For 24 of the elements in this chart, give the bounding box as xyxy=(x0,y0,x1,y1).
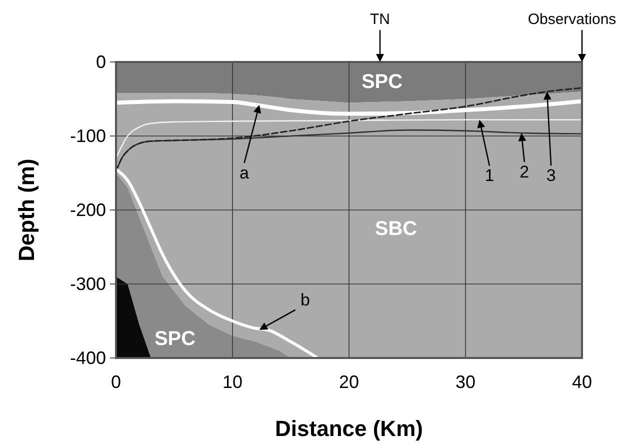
annotation: b xyxy=(300,290,310,310)
x-tick-label: 20 xyxy=(338,372,360,392)
x-tick-label: 40 xyxy=(572,372,592,392)
text: TN xyxy=(370,11,390,28)
y-tick-label: 0 xyxy=(96,52,106,72)
y-tick-label: -400 xyxy=(70,348,106,368)
y-tick-label: -200 xyxy=(70,200,106,220)
annotation: 2 xyxy=(520,162,530,182)
annotation: SBC xyxy=(374,218,418,240)
annotation: 1 xyxy=(484,166,494,186)
annotation: SPC xyxy=(361,71,403,93)
y-tick-label: -100 xyxy=(70,126,106,146)
line-series xyxy=(116,168,320,358)
y-tick-label: -300 xyxy=(70,274,106,294)
x-axis-title: Distance (Km) xyxy=(275,416,423,441)
x-tick-label: 10 xyxy=(222,372,243,392)
annotation: 3 xyxy=(546,166,556,186)
x-tick-label: 0 xyxy=(110,372,122,392)
x-tick-label: 30 xyxy=(455,372,476,392)
line-series xyxy=(116,99,582,116)
annotation: a xyxy=(240,163,250,182)
y-axis-title: Depth (m) xyxy=(14,158,39,262)
text: Observations xyxy=(528,11,616,28)
annotation: SPC xyxy=(154,328,196,350)
